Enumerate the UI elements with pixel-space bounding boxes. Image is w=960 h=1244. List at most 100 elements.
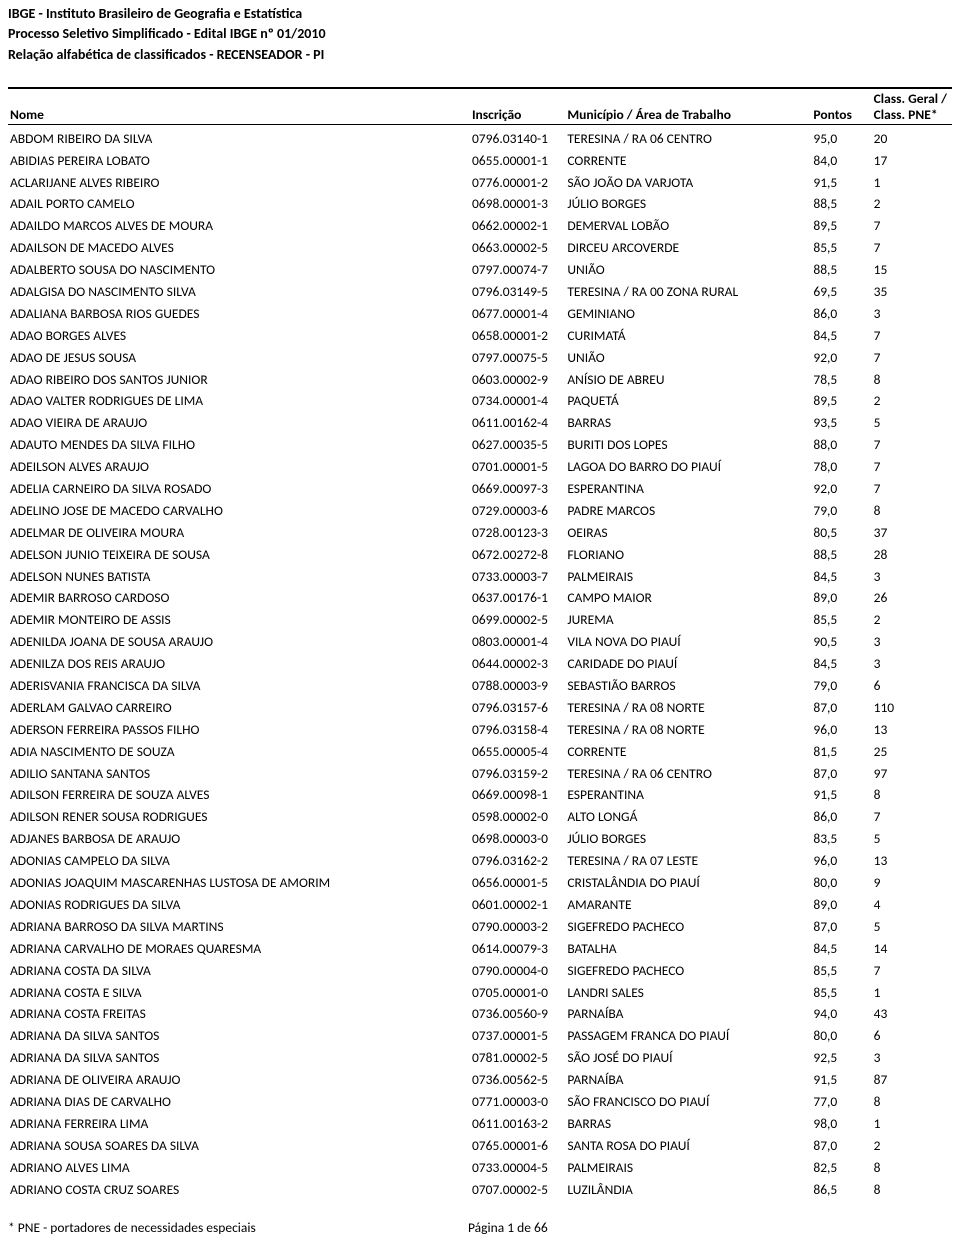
cell-insc: 0655.00001-1	[470, 150, 565, 172]
header-line-3: Relação alfabética de classificados - RE…	[8, 45, 952, 65]
cell-nome: ADERLAM GALVAO CARREIRO	[8, 697, 470, 719]
cell-pts: 84,5	[811, 566, 871, 588]
cell-mun: TERESINA / RA 00 ZONA RURAL	[565, 282, 811, 304]
cell-cls: 3	[872, 1048, 952, 1070]
cell-mun: LUZILÂNDIA	[565, 1179, 811, 1201]
table-row: ADAILSON DE MACEDO ALVES0663.00002-5DIRC…	[8, 238, 952, 260]
cell-insc: 0656.00001-5	[470, 873, 565, 895]
cell-cls: 26	[872, 588, 952, 610]
table-row: ADRIANA DA SILVA SANTOS0781.00002-5SÃO J…	[8, 1048, 952, 1070]
cell-mun: TERESINA / RA 08 NORTE	[565, 719, 811, 741]
cell-mun: CORRENTE	[565, 741, 811, 763]
cell-mun: UNIÃO	[565, 347, 811, 369]
cell-nome: ADELINO JOSE DE MACEDO CARVALHO	[8, 500, 470, 522]
cell-pts: 86,5	[811, 1179, 871, 1201]
cell-cls: 7	[872, 479, 952, 501]
cell-insc: 0797.00075-5	[470, 347, 565, 369]
cell-pts: 85,5	[811, 238, 871, 260]
cell-mun: TERESINA / RA 06 CENTRO	[565, 763, 811, 785]
cell-mun: BARRAS	[565, 1113, 811, 1135]
cell-mun: PADRE MARCOS	[565, 500, 811, 522]
cell-cls: 3	[872, 632, 952, 654]
cell-pts: 78,0	[811, 457, 871, 479]
cell-pts: 92,0	[811, 347, 871, 369]
cell-nome: ADONIAS CAMPELO DA SILVA	[8, 851, 470, 873]
cell-cls: 9	[872, 873, 952, 895]
table-row: ADELSON JUNIO TEIXEIRA DE SOUSA0672.0027…	[8, 544, 952, 566]
cell-insc: 0655.00005-4	[470, 741, 565, 763]
cell-nome: ADRIANA CARVALHO DE MORAES QUARESMA	[8, 938, 470, 960]
cell-insc: 0796.03158-4	[470, 719, 565, 741]
cell-pts: 94,0	[811, 1004, 871, 1026]
cell-pts: 79,0	[811, 676, 871, 698]
cell-mun: PALMEIRAIS	[565, 566, 811, 588]
cell-pts: 90,5	[811, 632, 871, 654]
cell-cls: 5	[872, 916, 952, 938]
cell-cls: 8	[872, 1091, 952, 1113]
cell-pts: 82,5	[811, 1157, 871, 1179]
footnote-pne: * PNE - portadores de necessidades espec…	[8, 1219, 468, 1236]
cell-insc: 0663.00002-5	[470, 238, 565, 260]
cell-nome: ADILSON FERREIRA DE SOUZA ALVES	[8, 785, 470, 807]
cell-insc: 0729.00003-6	[470, 500, 565, 522]
table-row: ADRIANA DIAS DE CARVALHO0771.00003-0SÃO …	[8, 1091, 952, 1113]
cell-cls: 8	[872, 1179, 952, 1201]
cell-cls: 2	[872, 194, 952, 216]
table-row: ADONIAS CAMPELO DA SILVA0796.03162-2TERE…	[8, 851, 952, 873]
cell-pts: 88,5	[811, 194, 871, 216]
table-row: ADERSON FERREIRA PASSOS FILHO0796.03158-…	[8, 719, 952, 741]
cell-insc: 0781.00002-5	[470, 1048, 565, 1070]
col-nome: Nome	[8, 89, 470, 123]
cell-cls: 7	[872, 325, 952, 347]
cell-mun: DIRCEU ARCOVERDE	[565, 238, 811, 260]
cell-cls: 3	[872, 303, 952, 325]
cell-nome: ADRIANA COSTA DA SILVA	[8, 960, 470, 982]
cell-nome: ADENILZA DOS REIS ARAUJO	[8, 654, 470, 676]
table-row: ADELIA CARNEIRO DA SILVA ROSADO0669.0009…	[8, 479, 952, 501]
cell-pts: 78,5	[811, 369, 871, 391]
col-municipio: Município / Área de Trabalho	[565, 89, 811, 123]
cell-nome: ADAO BORGES ALVES	[8, 325, 470, 347]
cell-insc: 0669.00097-3	[470, 479, 565, 501]
cell-nome: ADAO RIBEIRO DOS SANTOS JUNIOR	[8, 369, 470, 391]
cell-pts: 96,0	[811, 719, 871, 741]
cell-mun: CORRENTE	[565, 150, 811, 172]
cell-cls: 110	[872, 697, 952, 719]
table-row: ADAO BORGES ALVES0658.00001-2CURIMATÁ84,…	[8, 325, 952, 347]
cell-cls: 5	[872, 829, 952, 851]
table-row: ADILSON RENER SOUSA RODRIGUES0598.00002-…	[8, 807, 952, 829]
cell-nome: ADRIANA FERREIRA LIMA	[8, 1113, 470, 1135]
cell-pts: 87,0	[811, 916, 871, 938]
cell-mun: BARRAS	[565, 413, 811, 435]
cell-mun: ESPERANTINA	[565, 785, 811, 807]
cell-insc: 0771.00003-0	[470, 1091, 565, 1113]
cell-mun: SANTA ROSA DO PIAUÍ	[565, 1135, 811, 1157]
cell-pts: 92,5	[811, 1048, 871, 1070]
header-line-2: Processo Seletivo Simplificado - Edital …	[8, 24, 952, 44]
cell-nome: ADELSON NUNES BATISTA	[8, 566, 470, 588]
cell-insc: 0698.00001-3	[470, 194, 565, 216]
cell-insc: 0669.00098-1	[470, 785, 565, 807]
cell-mun: JÚLIO BORGES	[565, 194, 811, 216]
cell-pts: 91,5	[811, 1070, 871, 1092]
table-row: ADAUTO MENDES DA SILVA FILHO0627.00035-5…	[8, 435, 952, 457]
cell-nome: ADALGISA DO NASCIMENTO SILVA	[8, 282, 470, 304]
cell-pts: 84,5	[811, 938, 871, 960]
cell-pts: 89,5	[811, 391, 871, 413]
cell-mun: CARIDADE DO PIAUÍ	[565, 654, 811, 676]
cell-pts: 87,0	[811, 697, 871, 719]
cell-pts: 80,0	[811, 873, 871, 895]
cell-mun: SÃO FRANCISCO DO PIAUÍ	[565, 1091, 811, 1113]
cell-cls: 1	[872, 172, 952, 194]
cell-insc: 0662.00002-1	[470, 216, 565, 238]
cell-cls: 2	[872, 610, 952, 632]
cell-insc: 0644.00002-3	[470, 654, 565, 676]
table-row: ADAO RIBEIRO DOS SANTOS JUNIOR0603.00002…	[8, 369, 952, 391]
cell-insc: 0614.00079-3	[470, 938, 565, 960]
table-row: ADERISVANIA FRANCISCA DA SILVA0788.00003…	[8, 676, 952, 698]
cell-nome: ADIA NASCIMENTO DE SOUZA	[8, 741, 470, 763]
table-row: ADALIANA BARBOSA RIOS GUEDES0677.00001-4…	[8, 303, 952, 325]
cell-cls: 14	[872, 938, 952, 960]
cell-cls: 1	[872, 1113, 952, 1135]
cell-pts: 85,5	[811, 610, 871, 632]
